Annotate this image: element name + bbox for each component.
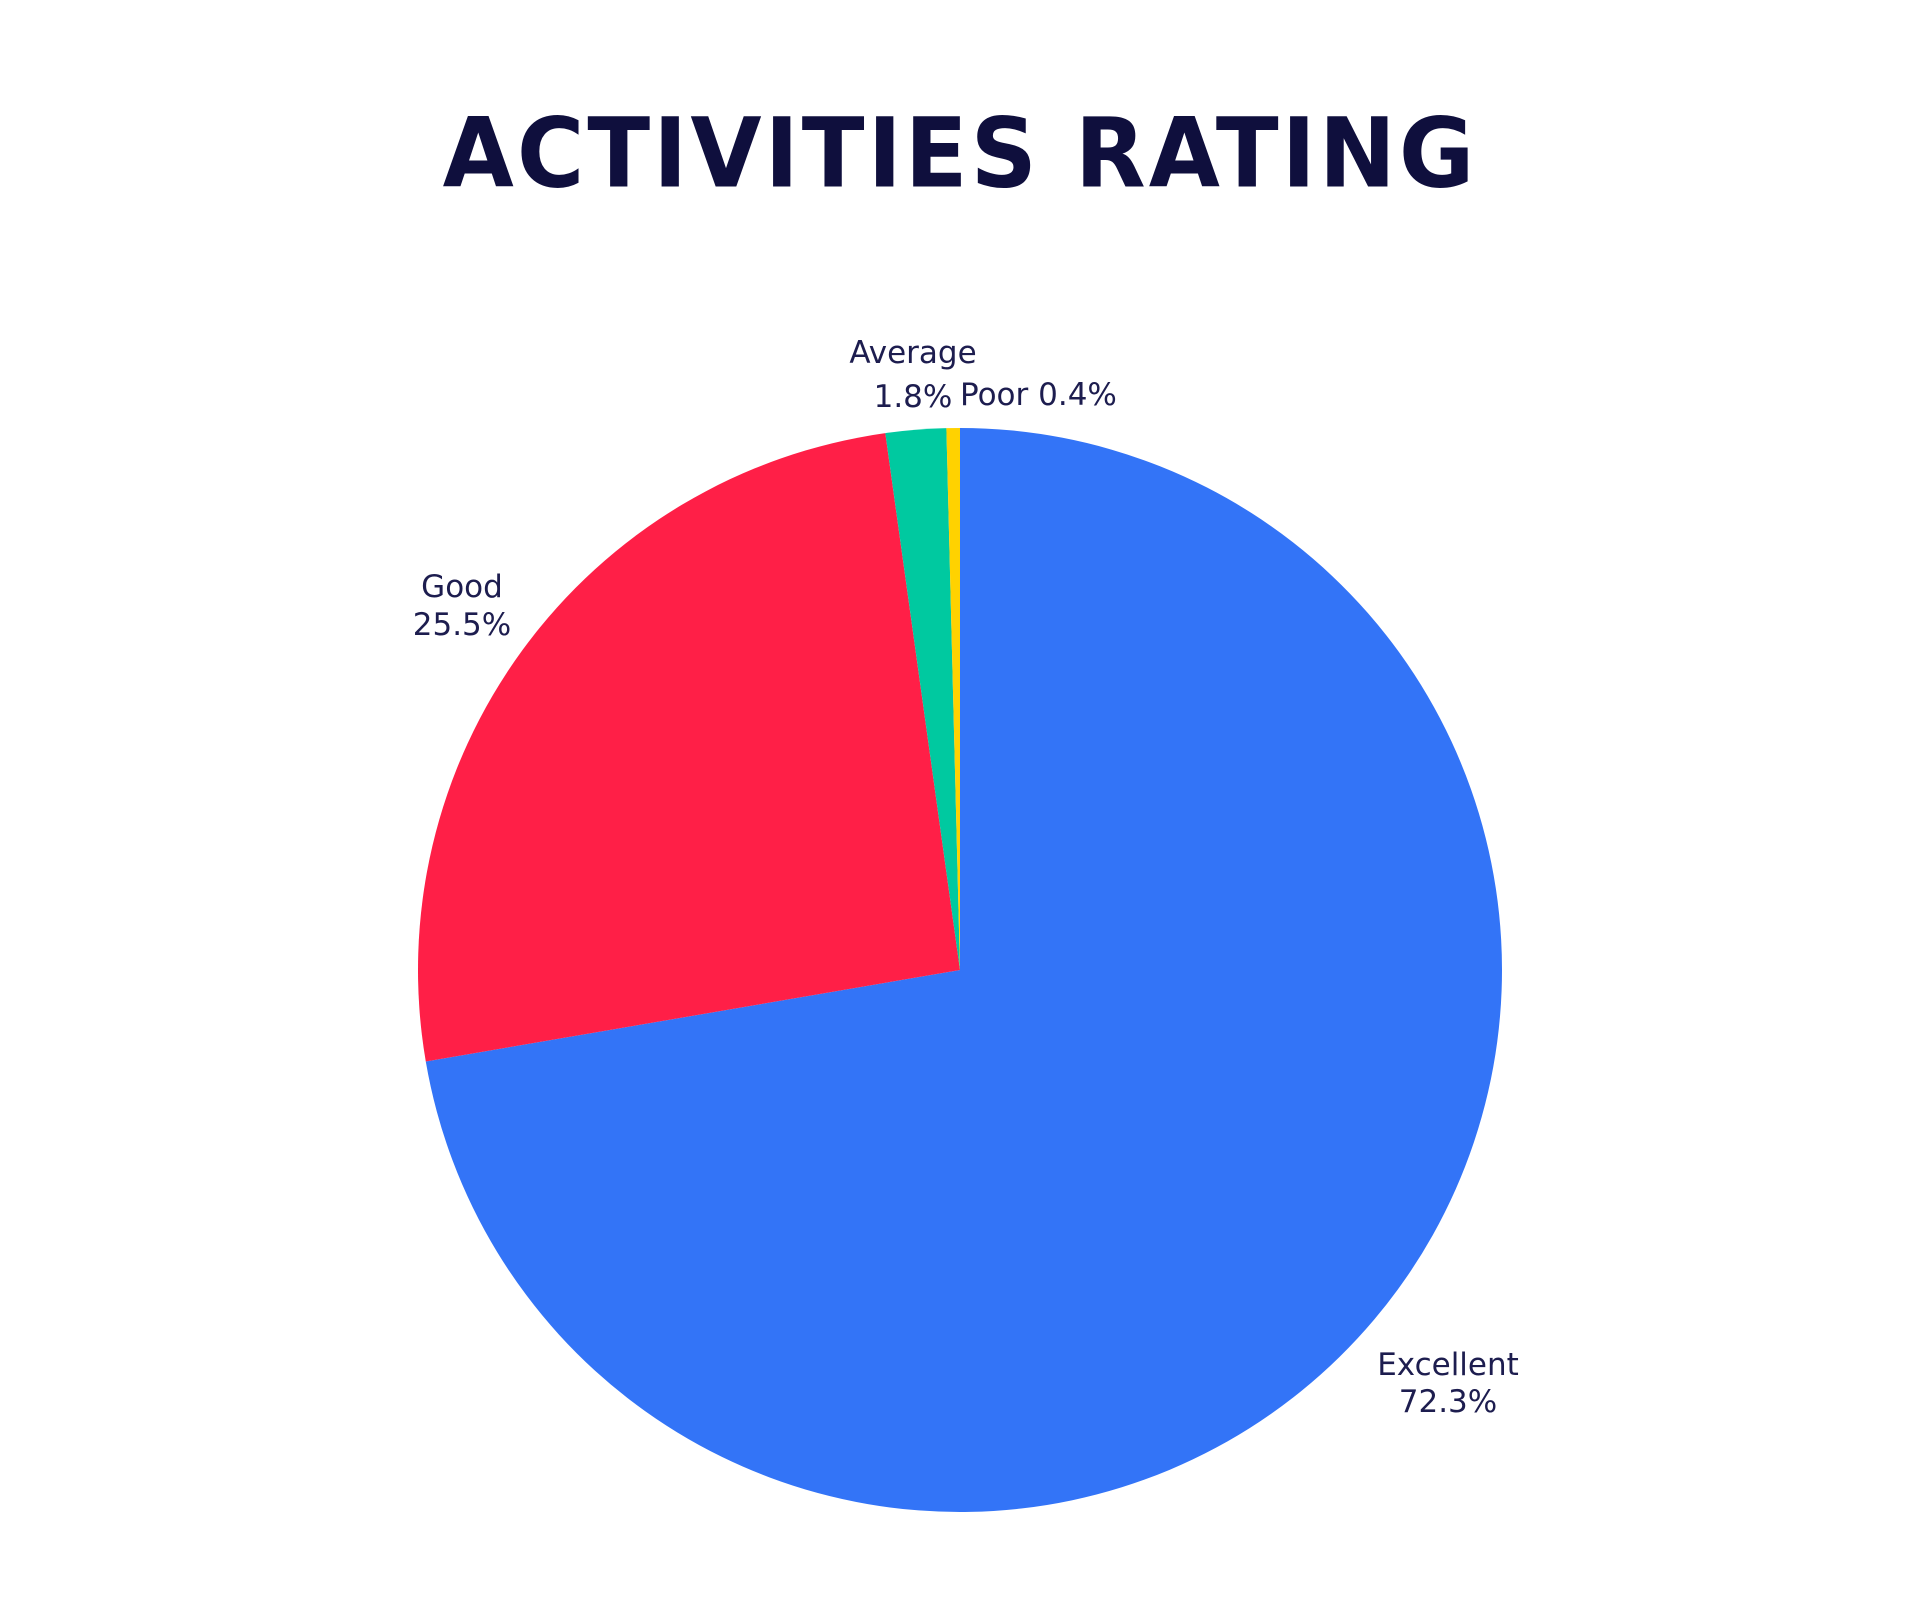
slice-poor [946, 428, 960, 970]
slice-label-good: Good [421, 569, 503, 605]
slice-label-good-value: 25.5% [413, 607, 511, 643]
slice-average [885, 428, 960, 971]
chart-title: ACTIVITIES RATING [442, 97, 1478, 210]
slice-label-excellent: Excellent [1377, 1347, 1519, 1383]
slice-label-excellent-value: 72.3% [1399, 1384, 1497, 1420]
slice-label-average: Average [849, 335, 976, 371]
slice-label-average-value: 1.8% [874, 379, 953, 415]
slice-good [418, 433, 961, 1062]
pie-slices [418, 428, 1502, 1513]
slice-label-poor: Poor 0.4% [960, 377, 1117, 413]
slice-excellent [425, 428, 1502, 1513]
